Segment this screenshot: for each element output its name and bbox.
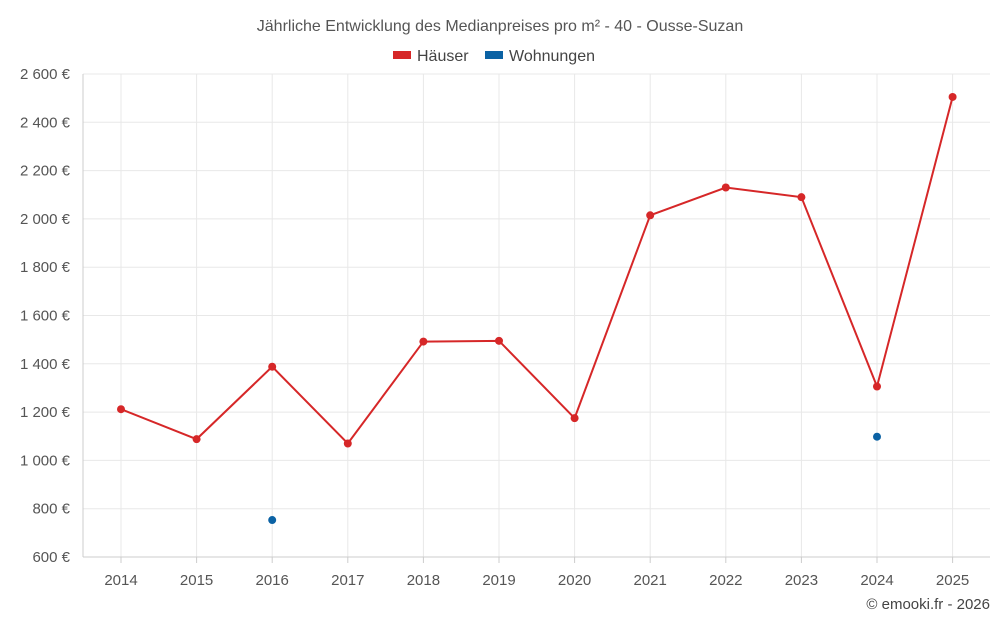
y-tick-label: 1 800 € xyxy=(20,259,71,276)
x-tick-label: 2017 xyxy=(331,572,364,589)
chart-title: Jährliche Entwicklung des Medianpreises … xyxy=(257,18,743,35)
legend-label-apartments: Wohnungen xyxy=(509,48,595,65)
x-tick-label: 2023 xyxy=(785,572,818,589)
data-point-houses-2021[interactable] xyxy=(646,211,655,220)
credit-text: © emooki.fr - 2026 xyxy=(866,596,990,613)
y-tick-label: 2 000 € xyxy=(20,211,71,228)
legend-swatch-houses xyxy=(393,51,411,59)
data-point-houses-2014[interactable] xyxy=(117,405,125,414)
y-tick-label: 1 400 € xyxy=(20,356,71,373)
legend-item-apartments[interactable]: Wohnungen xyxy=(485,48,595,65)
x-tick-label: 2014 xyxy=(104,572,137,589)
x-tick-label: 2021 xyxy=(634,572,667,589)
data-point-houses-2018[interactable] xyxy=(419,337,428,346)
y-tick-label: 2 200 € xyxy=(20,163,71,180)
x-tick-label: 2016 xyxy=(256,572,289,589)
legend-swatch-apartments xyxy=(485,51,503,59)
data-point-houses-2016[interactable] xyxy=(268,362,277,371)
data-point-houses-2022[interactable] xyxy=(721,183,730,192)
y-tick-label: 2 400 € xyxy=(20,114,71,131)
y-tick-label: 2 600 € xyxy=(20,66,71,83)
data-point-apartments-2016[interactable] xyxy=(268,516,277,525)
series-line-houses xyxy=(120,96,954,446)
legend-item-houses[interactable]: Häuser xyxy=(393,48,469,65)
series-layer xyxy=(117,92,957,525)
legend-label-houses: Häuser xyxy=(417,48,469,65)
y-tick-label: 800 € xyxy=(32,501,70,518)
y-axis-ticks: 600 € 800 € 1 000 € 1 200 € 1 400 € 1 600 € 1 … xyxy=(20,66,71,566)
data-point-houses-2017[interactable] xyxy=(343,439,352,448)
data-point-houses-2020[interactable] xyxy=(570,414,579,423)
y-tick-label: 1 200 € xyxy=(20,404,71,421)
y-tick-label: 1 000 € xyxy=(20,452,71,469)
x-tick-label: 2024 xyxy=(860,572,893,589)
data-point-houses-2015[interactable] xyxy=(192,435,201,444)
x-tick-label: 2025 xyxy=(936,572,969,589)
data-point-apartments-2024[interactable] xyxy=(873,432,881,441)
data-point-houses-2023[interactable] xyxy=(797,193,806,202)
x-tick-label: 2018 xyxy=(407,572,440,589)
y-tick-label: 600 € xyxy=(32,549,70,566)
legend: Häuser Wohnungen xyxy=(393,48,595,65)
x-tick-label: 2022 xyxy=(709,572,742,589)
y-tick-label: 1 600 € xyxy=(20,308,71,325)
x-tick-label: 2020 xyxy=(558,572,591,589)
gridlines xyxy=(82,73,990,558)
data-point-houses-2019[interactable] xyxy=(495,336,503,345)
data-point-houses-2024[interactable] xyxy=(873,382,881,391)
x-tick-label: 2015 xyxy=(180,572,213,589)
x-axis-ticks: 2014 2015 2016 2017 2018 2019 2020 2021 2022 2023… xyxy=(104,557,969,589)
x-tick-label: 2019 xyxy=(482,572,515,589)
data-point-houses-2025[interactable] xyxy=(948,92,957,101)
